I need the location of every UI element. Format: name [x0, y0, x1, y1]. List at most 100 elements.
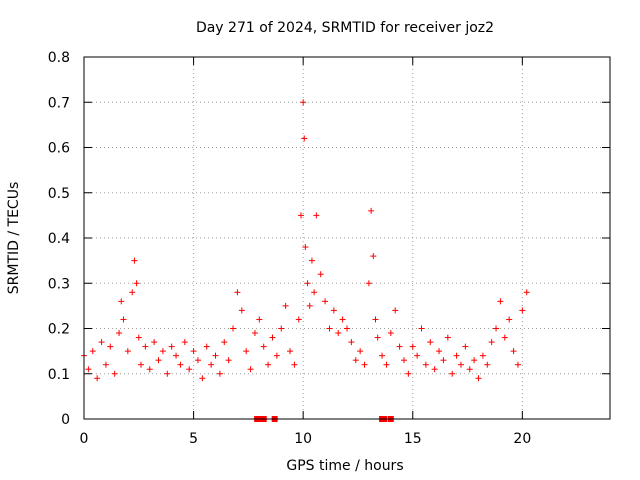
data-point	[256, 316, 263, 323]
data-point	[131, 257, 138, 264]
data-point	[295, 316, 302, 323]
data-point	[348, 339, 355, 346]
data-point	[414, 352, 421, 359]
data-point	[212, 352, 219, 359]
data-point	[265, 361, 272, 368]
data-point	[94, 375, 101, 382]
data-point	[89, 348, 96, 355]
data-point	[243, 348, 250, 355]
data-point	[471, 357, 478, 364]
data-point	[370, 253, 377, 260]
plot-frame	[83, 56, 611, 420]
x-tick-label: 20	[513, 431, 531, 447]
data-point	[287, 348, 294, 355]
data-point	[335, 330, 342, 337]
data-point	[203, 343, 210, 350]
x-tick-label: 5	[189, 431, 198, 447]
y-tick-label: 0.5	[48, 186, 70, 202]
data-point	[186, 366, 193, 373]
data-point	[181, 339, 188, 346]
y-tick-label: 0.2	[48, 322, 70, 338]
data-point	[372, 316, 379, 323]
data-point	[120, 316, 127, 323]
data-point	[422, 361, 429, 368]
data-point	[118, 298, 125, 305]
data-point	[124, 348, 131, 355]
data-point	[383, 361, 390, 368]
data-point	[409, 343, 416, 350]
data-point	[313, 212, 320, 219]
x-tick-label: 0	[80, 431, 89, 447]
data-point	[344, 325, 350, 332]
data-point	[168, 343, 175, 350]
data-point	[142, 343, 149, 350]
data-point	[392, 307, 399, 314]
data-point	[523, 289, 530, 296]
data-point	[431, 366, 438, 373]
data-point	[234, 289, 241, 296]
y-tick-label: 0.8	[48, 50, 70, 66]
data-point	[85, 366, 92, 373]
data-point	[208, 361, 215, 368]
data-point	[339, 316, 346, 323]
data-point	[304, 280, 311, 287]
data-point	[137, 361, 144, 368]
data-point	[418, 325, 425, 332]
grid-lines	[84, 57, 610, 419]
y-axis-label: SRMTID / TECUs	[6, 182, 22, 295]
data-point	[462, 343, 469, 350]
data-point	[488, 339, 495, 346]
y-tick-label: 0.3	[48, 276, 70, 292]
data-point	[311, 289, 318, 296]
data-point	[368, 207, 375, 214]
data-point	[387, 330, 394, 337]
data-point	[352, 357, 359, 364]
data-point	[400, 357, 407, 364]
y-tick-label: 0.6	[48, 141, 70, 157]
data-point	[230, 325, 237, 332]
data-point	[302, 244, 309, 251]
data-point	[159, 348, 166, 355]
x-axis-label: GPS time / hours	[286, 458, 403, 474]
data-point	[194, 357, 201, 364]
data-point	[129, 289, 136, 296]
data-point	[475, 375, 482, 382]
data-point	[317, 271, 324, 278]
data-point	[427, 339, 434, 346]
data-point	[102, 361, 109, 368]
data-point	[396, 343, 403, 350]
data-point	[444, 334, 451, 341]
data-point	[291, 361, 298, 368]
chart-title: Day 271 of 2024, SRMTID for receiver joz…	[196, 20, 494, 36]
data-point	[497, 298, 504, 305]
data-point	[306, 302, 313, 309]
data-point	[322, 298, 329, 305]
data-point	[501, 334, 508, 341]
data-point	[510, 348, 517, 355]
data-point	[449, 370, 456, 377]
x-tick-label: 15	[404, 431, 422, 447]
data-point	[361, 361, 368, 368]
data-point	[484, 361, 491, 368]
data-point	[301, 135, 308, 142]
data-point	[273, 352, 280, 359]
data-point	[216, 370, 223, 377]
data-point	[330, 307, 337, 314]
data-point	[405, 370, 412, 377]
axis-ticks	[83, 56, 610, 420]
data-point	[221, 339, 228, 346]
data-point	[278, 325, 285, 332]
data-point	[173, 352, 180, 359]
y-tick-label: 0.4	[48, 231, 70, 247]
x-tick-labels: 0 5 10 15 20	[80, 431, 532, 447]
data-point	[326, 325, 333, 332]
data-point	[146, 366, 153, 373]
y-tick-label: 0.7	[48, 95, 70, 111]
data-point	[177, 361, 184, 368]
data-point	[297, 212, 304, 219]
data-point	[260, 343, 267, 350]
y-tick-label: 0.1	[48, 367, 70, 383]
data-point	[111, 370, 118, 377]
data-point	[116, 330, 123, 337]
data-point	[357, 348, 364, 355]
